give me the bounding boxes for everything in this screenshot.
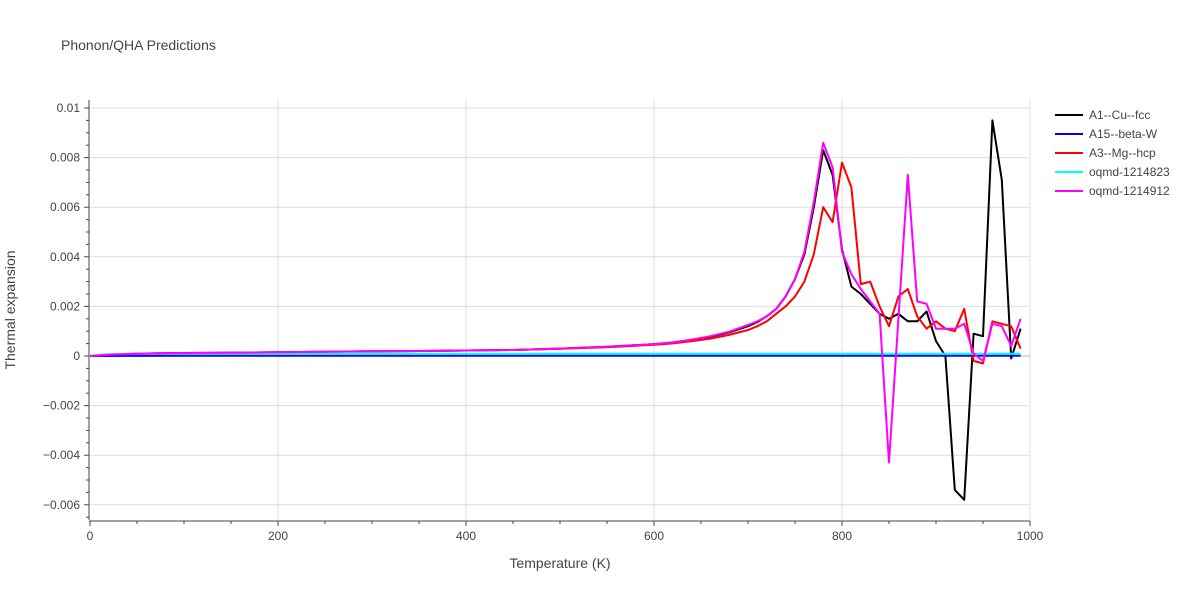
y-tick-label: 0.006	[50, 200, 80, 214]
axes	[84, 100, 1031, 526]
y-tick-label: 0.002	[50, 299, 80, 313]
legend-label: oqmd-1214823	[1089, 165, 1170, 179]
x-tick-label: 600	[644, 529, 664, 543]
x-tick-label: 400	[456, 529, 476, 543]
y-tick-label: 0.01	[57, 101, 81, 115]
y-tick-label: 0.008	[50, 151, 80, 165]
plot-area	[89, 119, 1022, 501]
y-tick-label: 0	[73, 349, 80, 363]
y-tick-label: −0.002	[43, 399, 80, 413]
x-tick-label: 800	[832, 529, 852, 543]
y-tick-label: −0.004	[43, 448, 80, 462]
x-tick-label: 1000	[1017, 529, 1044, 543]
legend-label: A15--beta-W	[1089, 127, 1158, 141]
series-line-oqmd-1214912	[89, 141, 1022, 464]
y-axis-title: Thermal expansion	[2, 250, 18, 369]
x-tick-labels: 0 200 400 600 800 1000	[87, 529, 1044, 543]
legend-label: oqmd-1214912	[1089, 184, 1170, 198]
y-tick-labels: −0.006 −0.004 −0.002 0 0.002 0.004 0.006 0.008 0…	[43, 101, 80, 512]
y-tick-label: −0.006	[43, 498, 80, 512]
chart-title: Phonon/QHA Predictions	[61, 37, 216, 53]
x-tick-label: 200	[268, 529, 288, 543]
legend-label: A3--Mg--hcp	[1089, 146, 1156, 160]
legend-label: A1--Cu--fcc	[1089, 108, 1150, 122]
x-axis-title: Temperature (K)	[509, 555, 610, 571]
x-tick-label: 0	[87, 529, 94, 543]
legend: A1--Cu--fcc A15--beta-W A3--Mg--hcp oqmd-12…	[1055, 108, 1170, 198]
y-tick-label: 0.004	[50, 250, 80, 264]
